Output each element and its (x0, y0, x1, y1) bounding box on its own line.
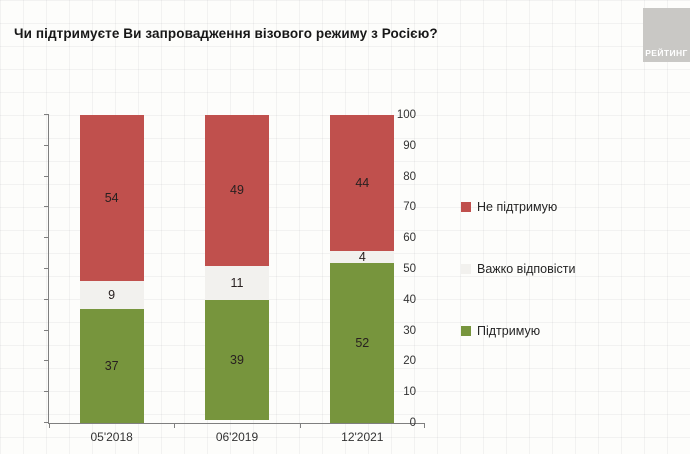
legend-label: Підтримую (477, 324, 541, 338)
bar-slot-06-2019: 49 11 39 (174, 115, 299, 423)
segment-pidtrymuyu-12-2021: 52 (330, 262, 395, 423)
segment-pidtrymuyu-05-2018: 37 (79, 309, 144, 423)
y-tick-label: 50 (403, 263, 416, 275)
segment-pidtrymuyu-06-2019: 39 (204, 299, 269, 420)
plot-area: 0 10 20 30 40 50 60 70 80 90 100 54 9 37 (44, 109, 425, 444)
y-tick-label: 40 (403, 293, 416, 306)
x-axis-label-05-2018: 05'2018 (90, 430, 133, 444)
y-tick-mark (44, 206, 49, 208)
y-tick-mark (44, 391, 49, 393)
x-tick-mark (299, 423, 301, 428)
chart-title: Чи підтримуєте Ви запровадження візового… (14, 26, 438, 41)
segment-value: 11 (230, 275, 244, 290)
bars-area: 54 9 37 49 11 (49, 115, 425, 423)
x-axis-label-12-2021: 12'2021 (341, 430, 384, 444)
rating-agency-logo: РЕЙТИНГ (643, 8, 690, 62)
bar-12-2021: 44 4 52 (330, 115, 395, 423)
segment-value: 37 (104, 359, 119, 373)
y-tick-mark (44, 175, 49, 177)
white-swatch-icon (461, 264, 471, 274)
x-tick-mark (424, 423, 425, 428)
bar-slot-05-2018: 54 9 37 (49, 115, 174, 423)
y-tick-label: 0 (409, 417, 416, 429)
y-tick-mark (44, 237, 49, 239)
bar-slot-12-2021: 44 4 52 (300, 115, 425, 423)
y-tick-label: 100 (396, 109, 416, 121)
legend-item-vazhko-vidpovisty: Важко відповісти (461, 260, 576, 278)
green-swatch-icon (461, 326, 471, 336)
legend: Не підтримую Важко відповісти Підтримую (461, 198, 576, 384)
y-tick-mark (44, 360, 49, 362)
segment-value: 44 (355, 175, 370, 190)
x-tick-mark (174, 423, 176, 428)
y-tick-label: 80 (403, 170, 416, 183)
legend-item-pidtrymuyu: Підтримую (461, 322, 576, 340)
y-tick-label: 70 (403, 201, 416, 214)
legend-label: Не підтримую (477, 200, 558, 214)
segment-vazhko-vidpovisty-05-2018: 9 (79, 281, 144, 310)
bar-05-2018: 54 9 37 (79, 115, 144, 423)
y-tick-mark (44, 268, 49, 269)
legend-item-ne-pidtrymuyu: Не підтримую (461, 198, 576, 216)
segment-value: 49 (230, 183, 244, 198)
segment-value: 54 (104, 191, 119, 206)
y-tick-mark (44, 422, 49, 423)
segment-ne-pidtrymuyu-06-2019: 49 (204, 115, 269, 266)
x-tick-mark (49, 423, 50, 428)
segment-ne-pidtrymuyu-05-2018: 54 (79, 115, 144, 282)
y-tick-label: 30 (403, 324, 416, 337)
rating-logo-text: РЕЙТИНГ (645, 48, 688, 58)
segment-value: 4 (358, 249, 366, 264)
bar-06-2019: 49 11 39 (204, 115, 269, 423)
y-tick-label: 20 (403, 355, 416, 368)
segment-vazhko-vidpovisty-06-2019: 11 (204, 265, 269, 300)
x-axis-labels: 05'2018 06'2019 12'2021 (49, 423, 425, 444)
y-tick-mark (44, 114, 49, 115)
segment-vazhko-vidpovisty-12-2021: 4 (330, 249, 395, 264)
segment-value: 9 (108, 288, 116, 303)
legend-label: Важко відповісти (477, 262, 576, 276)
y-tick-mark (44, 298, 49, 300)
x-axis-label-06-2019: 06'2019 (215, 430, 259, 444)
y-tick-label: 90 (403, 139, 416, 152)
segment-value: 52 (355, 335, 370, 350)
segment-value: 39 (230, 352, 244, 367)
y-tick-mark (44, 144, 49, 146)
red-swatch-icon (461, 202, 471, 212)
segment-ne-pidtrymuyu-12-2021: 44 (330, 115, 395, 251)
y-tick-label: 10 (403, 386, 416, 399)
y-tick-mark (44, 329, 49, 331)
y-tick-label: 60 (403, 232, 416, 245)
